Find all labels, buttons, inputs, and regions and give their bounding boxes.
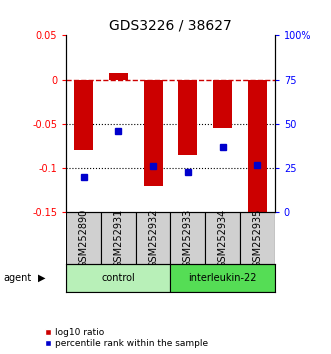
Text: agent: agent [3, 273, 31, 283]
Bar [240, 212, 275, 264]
Bar [170, 212, 205, 264]
Bar [205, 212, 240, 264]
Text: GSM252933: GSM252933 [183, 209, 193, 268]
Text: GSM252931: GSM252931 [113, 209, 123, 268]
Bar [66, 212, 101, 264]
Bar [66, 264, 170, 292]
Text: ▶: ▶ [38, 273, 46, 283]
Text: interleukin-22: interleukin-22 [188, 273, 257, 283]
Bar [109, 73, 128, 80]
Legend: log10 ratio, percentile rank within the sample: log10 ratio, percentile rank within the … [44, 328, 208, 348]
Bar [136, 212, 170, 264]
Text: GSM252932: GSM252932 [148, 209, 158, 268]
Text: GSM252934: GSM252934 [217, 209, 228, 268]
Bar [213, 80, 232, 128]
Bar [144, 80, 163, 186]
Text: control: control [102, 273, 135, 283]
Bar [248, 80, 267, 217]
Bar [178, 80, 197, 155]
Bar [170, 264, 275, 292]
Bar [101, 212, 136, 264]
Text: GSM252935: GSM252935 [252, 209, 262, 268]
Text: GSM252890: GSM252890 [78, 209, 89, 268]
Title: GDS3226 / 38627: GDS3226 / 38627 [109, 19, 232, 33]
Bar [74, 80, 93, 150]
